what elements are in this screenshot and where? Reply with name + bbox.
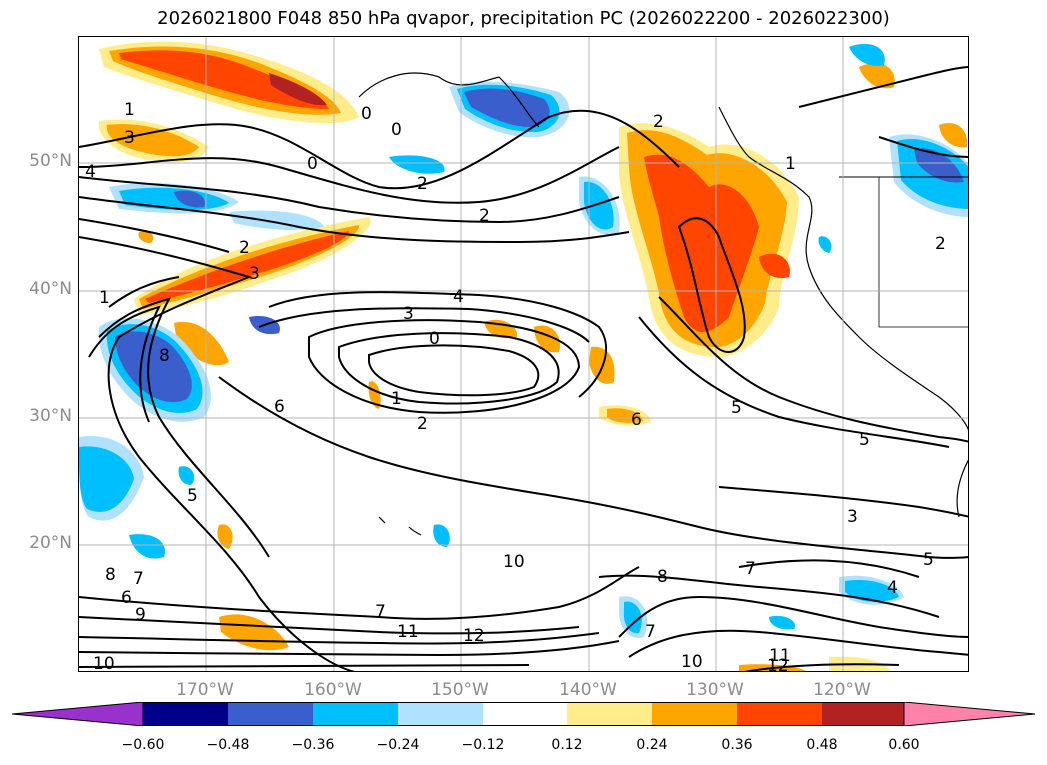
contour-label: 12 <box>463 626 485 646</box>
map-plot: 1 3 4 0 2 2 0 0 3 1 2 4 3 0 1 2 6 8 5 5 … <box>79 37 968 672</box>
contour-label: 11 <box>769 646 791 666</box>
colorbar-tick-label: 0.48 <box>806 737 838 753</box>
longitude-label-140w: 140°W <box>559 680 617 700</box>
contour-label: 6 <box>631 410 642 430</box>
contour-label: 10 <box>681 652 703 672</box>
longitude-label-130w: 130°W <box>686 680 744 700</box>
contour-label: 8 <box>105 565 116 585</box>
colorbar-tick-label: −0.60 <box>121 737 165 753</box>
contour-label: 5 <box>731 398 742 418</box>
colorbar-segment <box>483 702 567 726</box>
contour-label: 1 <box>99 288 110 308</box>
contour-label: 3 <box>403 304 414 324</box>
contour-label: 3 <box>249 264 260 284</box>
contour-label: 0 <box>307 154 318 174</box>
contour-label: 2 <box>935 234 946 254</box>
longitude-label-120w: 120°W <box>813 680 871 700</box>
colorbar-tick-label: 0.36 <box>721 737 753 753</box>
contour-label: 10 <box>93 654 115 672</box>
precip-positive-areas <box>98 41 968 671</box>
contour-label: 6 <box>274 397 285 417</box>
contour-label: 10 <box>503 552 525 572</box>
colorbar-segment <box>143 702 228 726</box>
contour-label: 9 <box>135 605 146 625</box>
latitude-label-20n: 20°N <box>29 533 72 553</box>
contour-label: 7 <box>375 602 386 622</box>
contour-label: 7 <box>133 569 144 589</box>
latitude-label-50n: 50°N <box>29 151 72 171</box>
colorbar-segment <box>398 702 483 726</box>
contour-label: 1 <box>391 389 402 409</box>
contour-label: 5 <box>187 486 198 506</box>
colorbar-segment <box>822 702 904 726</box>
contour-label: 4 <box>85 162 96 182</box>
precip-negative-areas <box>79 43 968 638</box>
colorbar-segment <box>737 702 822 726</box>
colorbar-tick-label: 0.24 <box>636 737 668 753</box>
colorbar-tick-label: −0.24 <box>376 737 420 753</box>
colorbar <box>12 702 1036 726</box>
contour-label: 4 <box>887 578 898 598</box>
map-panel: 1 3 4 0 2 2 0 0 3 1 2 4 3 0 1 2 6 8 5 5 … <box>78 36 969 672</box>
grid-lines <box>79 37 968 671</box>
colorbar-tick-label: 0.12 <box>551 737 583 753</box>
colorbar-segment <box>652 702 737 726</box>
latitude-label-30n: 30°N <box>29 406 72 426</box>
contour-label: 8 <box>657 567 668 587</box>
contour-label: 1 <box>785 154 796 174</box>
contour-label: 2 <box>417 174 428 194</box>
contour-label: 6 <box>121 588 132 608</box>
contour-label: 2 <box>479 206 490 226</box>
colorbar-segment <box>228 702 313 726</box>
colorbar-segment <box>12 702 144 726</box>
contour-label: 5 <box>923 550 934 570</box>
coastlines <box>358 72 968 536</box>
colorbar-segment <box>313 702 398 726</box>
contour-label: 3 <box>124 128 135 148</box>
colorbar-segment <box>567 702 652 726</box>
colorbar-tick-label: −0.36 <box>291 737 335 753</box>
contour-label: 2 <box>653 112 664 132</box>
contour-label: 12 <box>767 656 789 672</box>
longitude-label-150w: 150°W <box>431 680 489 700</box>
contour-label: 2 <box>239 238 250 258</box>
contour-labels: 1 3 4 0 2 2 0 0 3 1 2 4 3 0 1 2 6 8 5 5 … <box>85 100 946 672</box>
contour-label: 0 <box>361 104 372 124</box>
colorbar-tick-label: 0.60 <box>888 737 920 753</box>
contour-label: 11 <box>397 622 419 642</box>
contour-label: 4 <box>453 287 464 307</box>
contour-label: 7 <box>645 622 656 642</box>
contour-label: 0 <box>429 329 440 349</box>
colorbar-tick-label: −0.48 <box>206 737 250 753</box>
contour-label: 3 <box>847 507 858 527</box>
longitude-label-160w: 160°W <box>304 680 362 700</box>
colorbar-tick-label: −0.12 <box>461 737 505 753</box>
qvapor-contours <box>79 66 968 671</box>
latitude-label-40n: 40°N <box>29 279 72 299</box>
longitude-label-170w: 170°W <box>176 680 234 700</box>
contour-label: 1 <box>124 100 135 120</box>
contour-label: 7 <box>745 559 756 579</box>
contour-label: 5 <box>859 430 870 450</box>
map-title: 2026021800 F048 850 hPa qvapor, precipit… <box>157 8 890 29</box>
contour-label: 2 <box>417 414 428 434</box>
contour-label: 8 <box>159 346 170 366</box>
contour-label: 0 <box>391 120 402 140</box>
colorbar-segment <box>903 702 1036 726</box>
